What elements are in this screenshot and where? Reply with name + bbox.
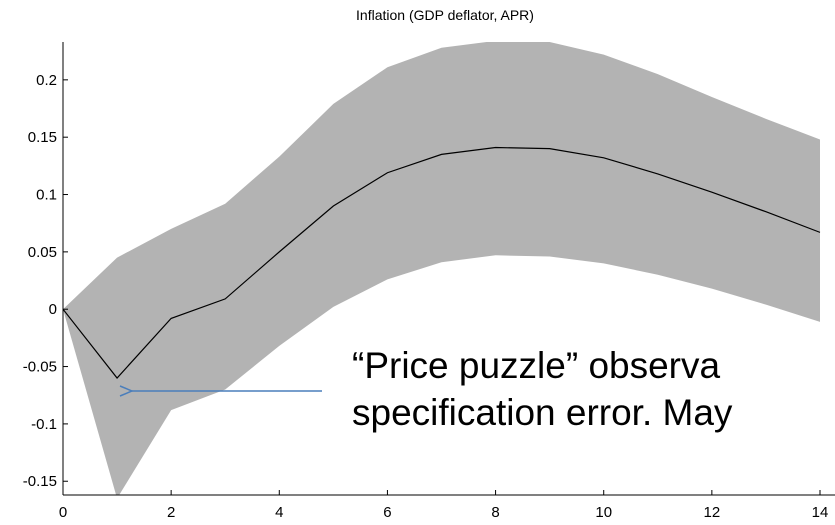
y-tick-label: -0.05 [23, 359, 57, 376]
x-tick-label: 12 [704, 504, 721, 521]
line [63, 146, 821, 379]
x-tick-label: 8 [491, 504, 499, 521]
annotation: “Price puzzle” observa [352, 345, 721, 386]
y-tick-label: -0.1 [31, 416, 57, 433]
x-tick-label: 0 [59, 504, 67, 521]
x-tick-label: 14 [812, 504, 829, 521]
chart-title: Inflation (GDP deflator, APR) [356, 7, 534, 23]
y-tick-label: 0 [49, 301, 57, 318]
x-tick-label: 4 [275, 504, 283, 521]
annotation: specification error. May [352, 392, 733, 433]
confidence-band [63, 42, 820, 495]
x-tick-label: 6 [383, 504, 391, 521]
y-tick-label: 0.05 [28, 244, 57, 261]
y-tick-label: -0.15 [23, 473, 57, 490]
x-tick-label: 2 [167, 504, 175, 521]
y-tick-label: 0.1 [36, 187, 57, 204]
y-tick-label: 0.15 [28, 129, 57, 146]
x-tick-label: 10 [595, 504, 612, 521]
y-tick-label: 0.2 [36, 72, 57, 89]
